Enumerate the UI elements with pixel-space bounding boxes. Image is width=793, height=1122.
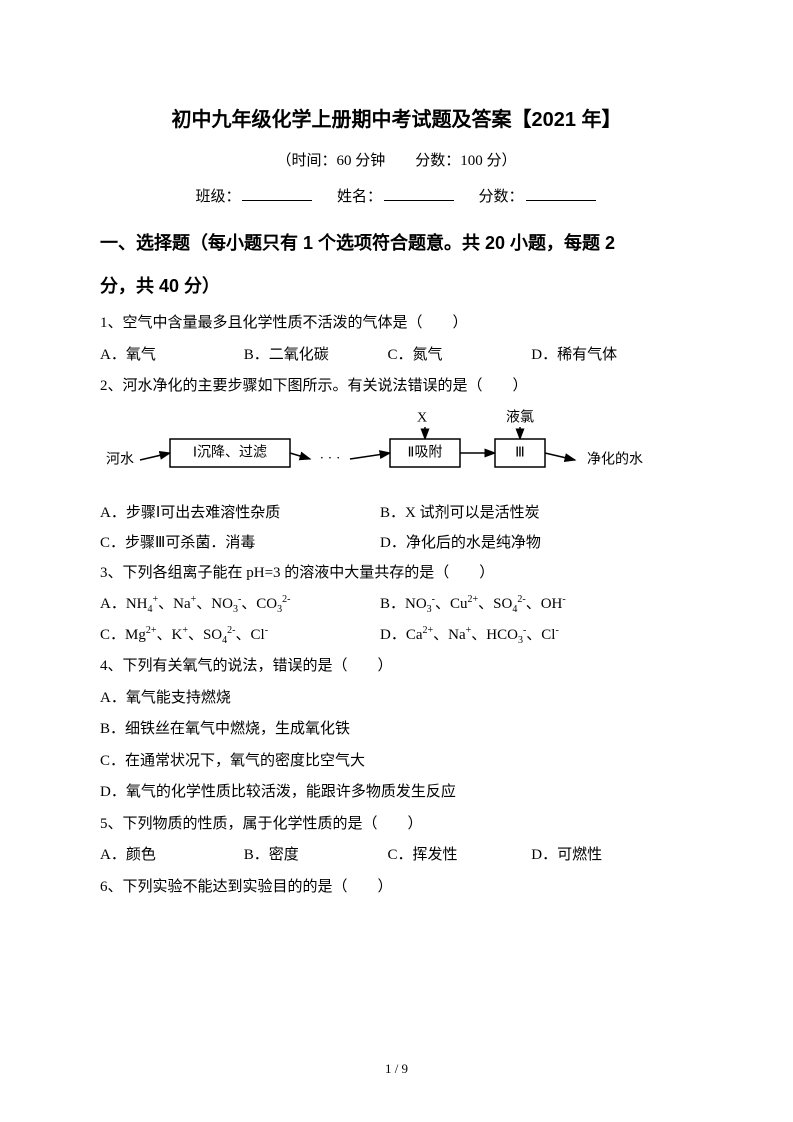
q5-optC: C．挥发性 [388, 840, 528, 872]
q2-options2: C．步骤Ⅲ可杀菌．消毒D．净化后的水是纯净物 [100, 528, 693, 558]
q2-optC: C．步骤Ⅲ可杀菌．消毒 [100, 528, 380, 558]
q2-optA: A．步骤Ⅰ可出去难溶性杂质 [100, 498, 380, 528]
q6-stem: 6、下列实验不能达到实验目的的是（ ） [100, 872, 693, 904]
q3-optD: D．Ca2+、Na+、HCO3-、Cl- [380, 620, 660, 651]
q5-optA: A．颜色 [100, 840, 240, 872]
q4-optD: D．氧气的化学性质比较活泼，能跟许多物质发生反应 [100, 777, 693, 809]
svg-text:河水: 河水 [106, 451, 134, 467]
q2-options: A．步骤Ⅰ可出去难溶性杂质B．X 试剂可以是活性炭 [100, 498, 693, 528]
q5-optD: D．可燃性 [531, 840, 671, 872]
q4-optC: C．在通常状况下，氧气的密度比空气大 [100, 746, 693, 778]
q3-optB: B．NO3-、Cu2+、SO42-、OH- [380, 589, 660, 620]
q4-optA: A．氧气能支持燃烧 [100, 683, 693, 715]
flowchart-svg: 河水 Ⅰ沉降、过滤 · · · Ⅱ吸附 X Ⅲ 液氯净化的水 [100, 409, 660, 479]
q2-optD: D．净化后的水是纯净物 [380, 528, 660, 558]
q1-optA: A．氧气 [100, 340, 240, 372]
score-blank [526, 186, 596, 201]
class-blank [242, 186, 312, 201]
name-label: 姓名： [337, 189, 382, 205]
q1-optB: B．二氧化碳 [244, 340, 384, 372]
svg-text:液氯: 液氯 [506, 409, 534, 425]
exam-page: 初中九年级化学上册期中考试题及答案【2021 年】 （时间：60 分钟 分数：1… [0, 0, 793, 1122]
page-number: 1 / 9 [0, 1056, 793, 1082]
svg-text:· · ·: · · · [320, 451, 341, 466]
q4-optB: B．细铁丝在氧气中燃烧，生成氧化铁 [100, 714, 693, 746]
svg-text:Ⅰ沉降、过滤: Ⅰ沉降、过滤 [193, 444, 267, 460]
section-heading-line1: 一、选择题（每小题只有 1 个选项符合题意。共 20 小题，每题 2 [100, 222, 693, 265]
score-label: 分数： [479, 189, 524, 205]
q2-optB: B．X 试剂可以是活性炭 [380, 498, 660, 528]
q3-stem: 3、下列各组离子能在 pH=3 的溶液中大量共存的是（ ） [100, 558, 693, 590]
q5-stem: 5、下列物质的性质，属于化学性质的是（ ） [100, 809, 693, 841]
q3-optC: C．Mg2+、K+、SO42-、Cl- [100, 620, 380, 651]
name-blank [384, 186, 454, 201]
q4-stem: 4、下列有关氧气的说法，错误的是（ ） [100, 651, 693, 683]
section-heading-line2: 分，共 40 分） [100, 265, 693, 308]
q3-optA: A．NH4+、Na+、NO3-、CO32- [100, 589, 380, 620]
q3-rowCD: C．Mg2+、K+、SO42-、Cl-D．Ca2+、Na+、HCO3-、Cl- [100, 620, 693, 651]
q3-rowAB: A．NH4+、Na+、NO3-、CO32-B．NO3-、Cu2+、SO42-、O… [100, 589, 693, 620]
q1-stem: 1、空气中含量最多且化学性质不活泼的气体是（ ） [100, 308, 693, 340]
info-line: 班级： 姓名： 分数： [100, 182, 693, 212]
page-title: 初中九年级化学上册期中考试题及答案【2021 年】 [100, 100, 693, 140]
q5-optB: B．密度 [244, 840, 384, 872]
q1-optD: D．稀有气体 [531, 340, 671, 372]
q1-options: A．氧气 B．二氧化碳 C．氮气 D．稀有气体 [100, 340, 693, 372]
svg-text:Ⅲ: Ⅲ [515, 445, 525, 460]
svg-text:X: X [417, 410, 427, 425]
page-subtitle: （时间：60 分钟 分数：100 分） [100, 146, 693, 176]
q5-options: A．颜色 B．密度 C．挥发性 D．可燃性 [100, 840, 693, 872]
q1-optC: C．氮气 [388, 340, 528, 372]
svg-text:Ⅱ吸附: Ⅱ吸附 [408, 444, 443, 460]
q2-stem: 2、河水净化的主要步骤如下图所示。有关说法错误的是（ ） [100, 371, 693, 403]
q2-flowchart: 河水 Ⅰ沉降、过滤 · · · Ⅱ吸附 X Ⅲ 液氯净化的水 [100, 409, 693, 490]
svg-text:净化的水: 净化的水 [587, 451, 643, 467]
class-label: 班级： [195, 189, 240, 205]
